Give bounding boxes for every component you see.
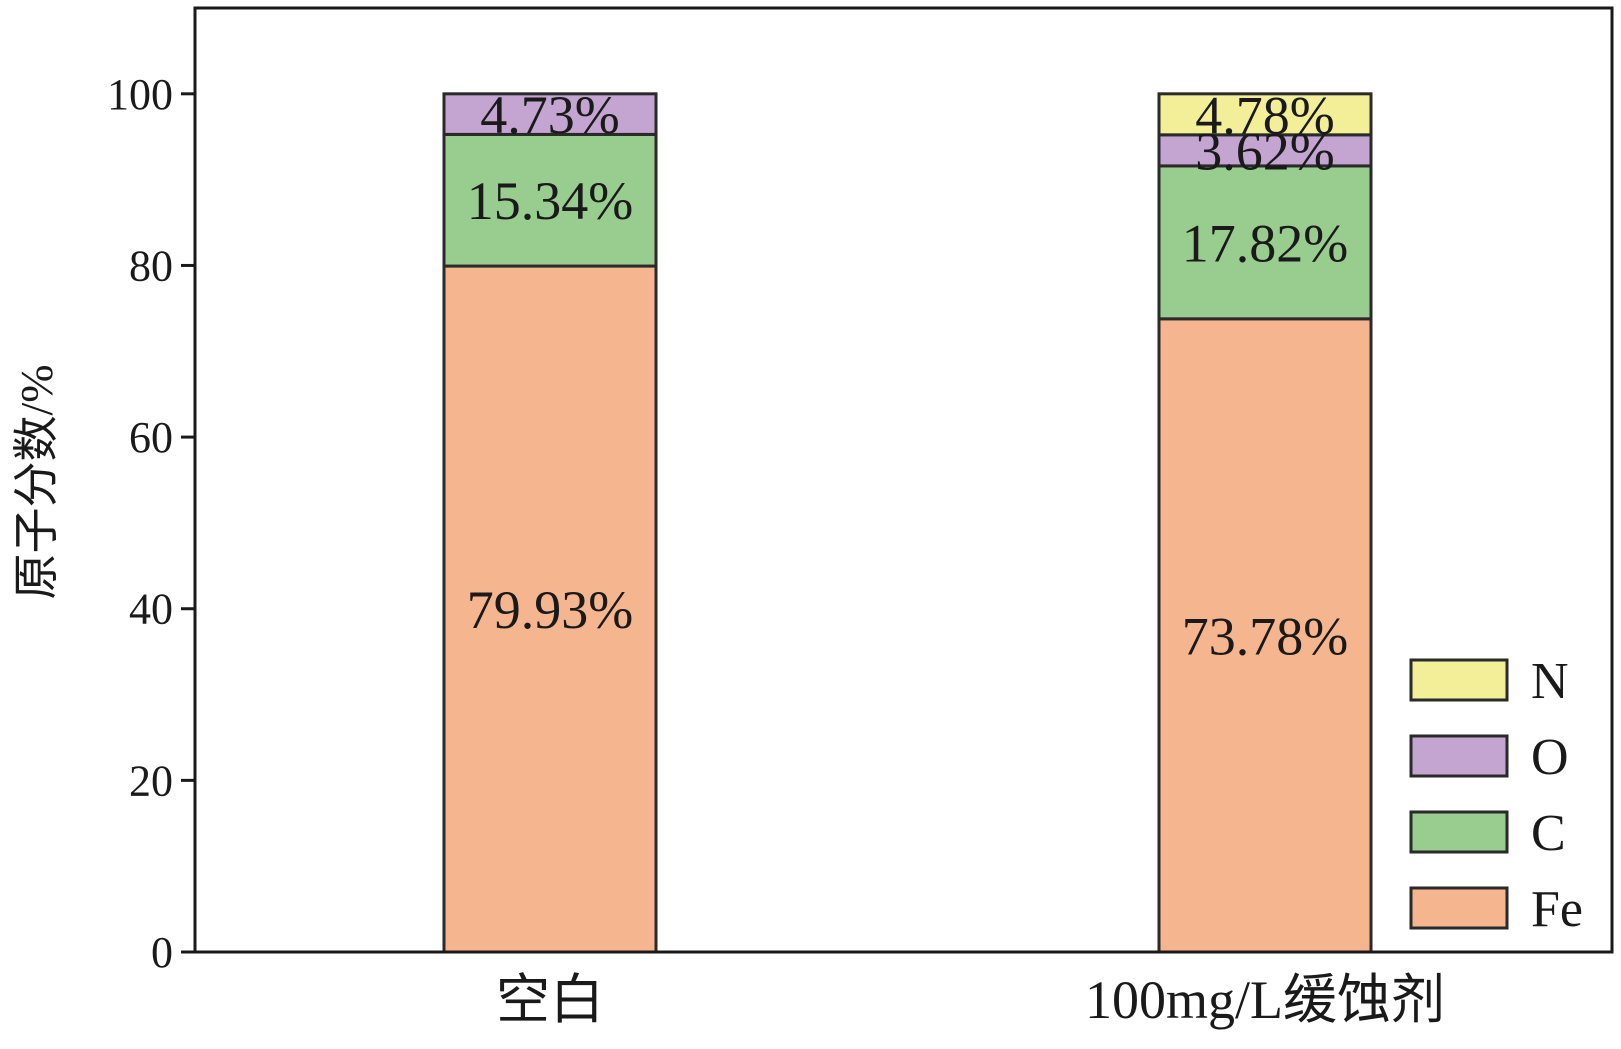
segment-labels-layer: 79.93% 73.78% 15.34% 17.82% 4.73% 3.62%4.78% — [467, 85, 1348, 666]
legend: NOC Fe — [1409, 653, 1583, 938]
legend-swatch-c — [1409, 810, 1509, 854]
legend-swatch-fe — [1409, 886, 1509, 930]
segment-label-o-1: 3.62% — [1195, 121, 1334, 181]
segment-label-c-1: 17.82% — [1182, 213, 1348, 273]
legend-swatch-o — [1409, 734, 1509, 778]
y-tick-label-100: 100 — [107, 70, 173, 119]
legend-label-n: N — [1531, 653, 1569, 710]
y-tick-label-40: 40 — [129, 585, 173, 634]
bar-segment-c-1 — [1157, 164, 1373, 321]
segment-label-o-0: 4.73% — [480, 85, 619, 145]
plot-frame — [193, 6, 1614, 954]
legend-label-fe: Fe — [1531, 881, 1583, 938]
segment-label-fe-0: 79.93% — [467, 580, 633, 640]
y-tick-label-60: 60 — [129, 413, 173, 462]
bar-segment-c-0 — [442, 132, 658, 268]
bar-segment-o-0 — [442, 92, 658, 136]
segment-label-n-1: 4.78% — [1195, 85, 1334, 145]
bars-layer — [442, 92, 1373, 954]
legend-swatch-n — [1409, 658, 1509, 702]
segment-label-c-0: 15.34% — [467, 171, 633, 231]
y-tick-label-0: 0 — [151, 928, 173, 977]
legend-label-o: O — [1531, 729, 1569, 786]
x-category-label-1: 100mg/L缓蚀剂 — [1085, 970, 1445, 1030]
axes-layer: 0 20 40 60 80 100 空白 100mg/L缓蚀剂 — [107, 70, 1445, 1030]
segment-label-fe-1: 73.78% — [1182, 606, 1348, 666]
bar-segment-o-1 — [1157, 133, 1373, 168]
legend-label-c: C — [1531, 805, 1566, 862]
x-category-label-0: 空白 — [496, 970, 604, 1030]
y-tick-label-80: 80 — [129, 241, 173, 290]
bar-segment-fe-1 — [1157, 317, 1373, 954]
bar-segment-n-1 — [1157, 92, 1373, 137]
y-tick-label-20: 20 — [129, 756, 173, 805]
y-axis-label: 原子分数/% — [11, 364, 62, 599]
bar-segment-fe-0 — [442, 264, 658, 954]
